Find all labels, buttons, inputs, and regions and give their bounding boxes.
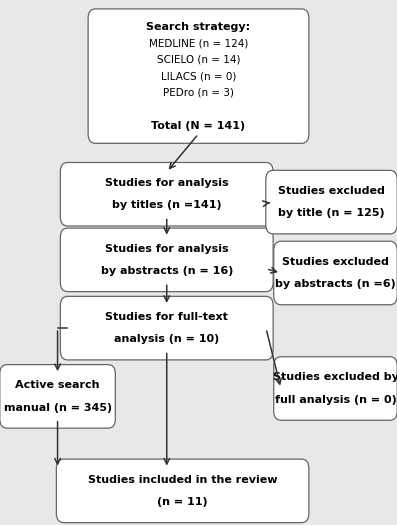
FancyBboxPatch shape — [60, 228, 273, 292]
Text: LILACS (n = 0): LILACS (n = 0) — [161, 71, 236, 81]
Text: by abstracts (n =6): by abstracts (n =6) — [275, 279, 396, 289]
Text: Studies excluded: Studies excluded — [282, 257, 389, 267]
FancyBboxPatch shape — [60, 296, 273, 360]
FancyBboxPatch shape — [88, 9, 309, 143]
FancyBboxPatch shape — [266, 170, 397, 234]
Text: by abstracts (n = 16): by abstracts (n = 16) — [100, 266, 233, 276]
Text: Studies for analysis: Studies for analysis — [105, 178, 229, 188]
Text: Search strategy:: Search strategy: — [146, 22, 251, 32]
FancyBboxPatch shape — [56, 459, 309, 523]
FancyBboxPatch shape — [274, 357, 397, 420]
Text: by titles (n =141): by titles (n =141) — [112, 201, 222, 211]
Text: Studies excluded by: Studies excluded by — [272, 372, 397, 382]
FancyBboxPatch shape — [0, 364, 115, 428]
Text: SCIELO (n = 14): SCIELO (n = 14) — [157, 55, 240, 65]
Text: full analysis (n = 0): full analysis (n = 0) — [275, 395, 396, 405]
Text: Total (N = 141): Total (N = 141) — [151, 121, 246, 131]
FancyBboxPatch shape — [274, 242, 397, 304]
Text: Studies included in the review: Studies included in the review — [88, 475, 278, 485]
Text: Active search: Active search — [15, 380, 100, 390]
FancyBboxPatch shape — [60, 163, 273, 226]
Text: (n = 11): (n = 11) — [157, 497, 208, 507]
Text: analysis (n = 10): analysis (n = 10) — [114, 334, 220, 344]
Text: Studies for analysis: Studies for analysis — [105, 244, 229, 254]
Text: by title (n = 125): by title (n = 125) — [278, 208, 385, 218]
Text: Studies for full-text: Studies for full-text — [105, 312, 228, 322]
Text: MEDLINE (n = 124): MEDLINE (n = 124) — [149, 38, 248, 48]
Text: manual (n = 345): manual (n = 345) — [4, 403, 112, 413]
Text: PEDro (n = 3): PEDro (n = 3) — [163, 88, 234, 98]
Text: Studies excluded: Studies excluded — [278, 186, 385, 196]
